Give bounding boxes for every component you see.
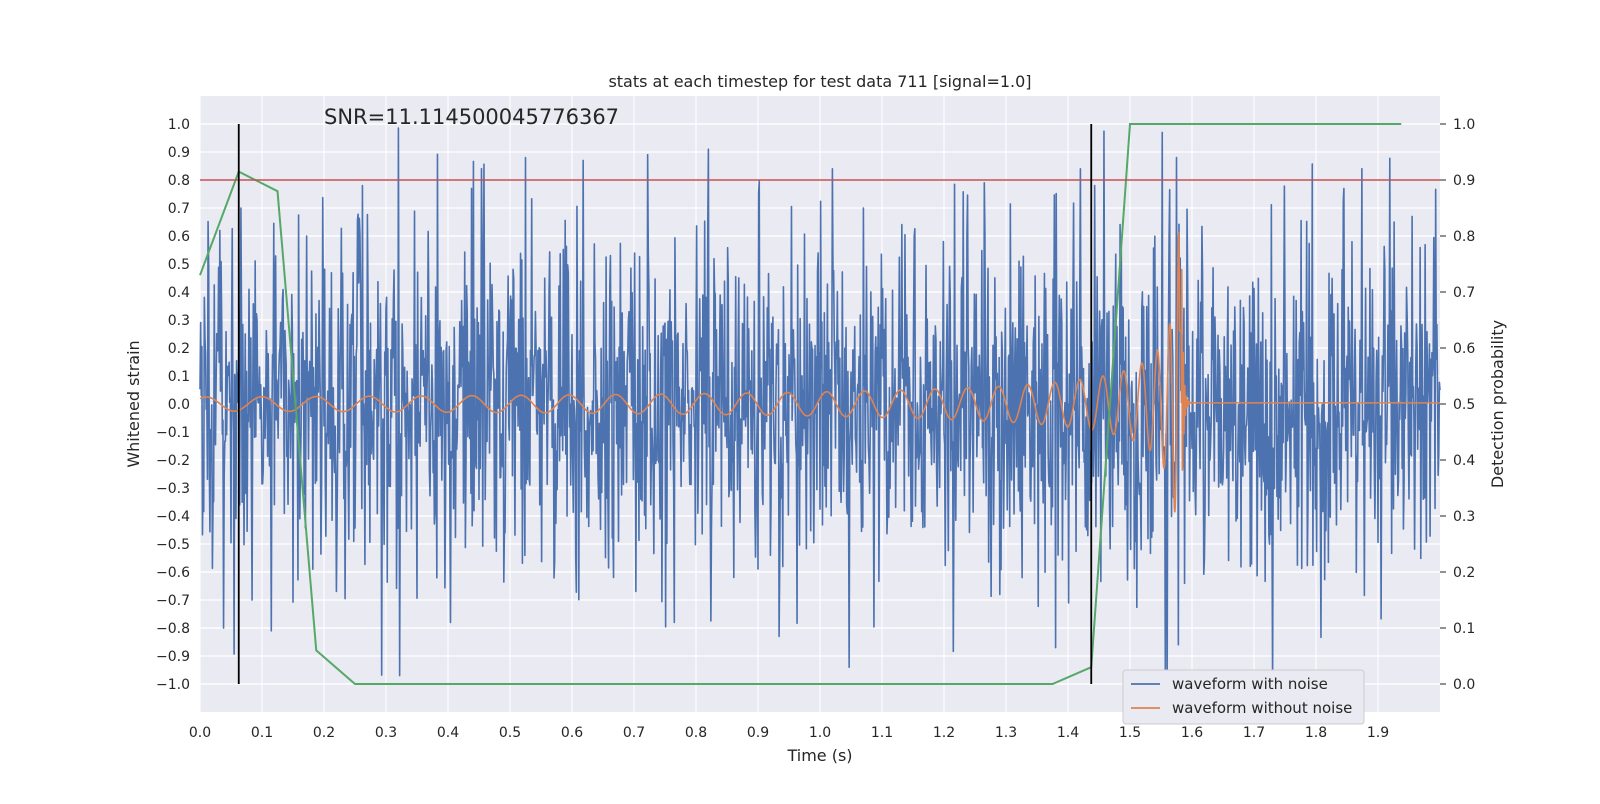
y2-tick-label: 0.0 <box>1453 677 1475 693</box>
chart-title: stats at each timestep for test data 711… <box>608 72 1031 91</box>
y2-tick-label: 0.7 <box>1453 285 1475 301</box>
y-tick-label: 0.2 <box>168 341 190 357</box>
legend-box <box>1122 669 1365 725</box>
y-axis-ticks: −1.0 −0.9 −0.8 −0.7 −0.6 −0.5 −0.4 −0.3 −0.2 −0.1… <box>156 117 190 693</box>
y2-tick-label: 0.9 <box>1453 173 1475 189</box>
x-tick-label: 1.3 <box>995 725 1017 741</box>
vertical-markers <box>237 124 1093 684</box>
y2-axis-title: Detection probability <box>1488 320 1507 488</box>
x-axis-ticks: 0.0 0.1 0.2 0.3 0.4 0.5 0.6 0.7 0.8 0.9 1.0 1.1 1.2 1… <box>189 725 1389 741</box>
y2-tick-label: 1.0 <box>1453 117 1475 133</box>
y-tick-label: −1.0 <box>156 677 190 693</box>
x-tick-label: 0.1 <box>251 725 273 741</box>
y-tick-label: −0.8 <box>156 621 190 637</box>
x-tick-label: 1.7 <box>1243 725 1265 741</box>
y-tick-label: 0.4 <box>168 285 190 301</box>
y2-tick-label: 0.3 <box>1453 509 1475 525</box>
legend: waveform with noise waveform without noi… <box>1122 669 1365 725</box>
y-tick-label: 0.0 <box>168 397 190 413</box>
y-tick-label: −0.6 <box>156 565 190 581</box>
y2-tick-label: 0.6 <box>1453 341 1475 357</box>
y-tick-label: −0.9 <box>156 649 190 665</box>
y2-tick-label: 0.1 <box>1453 621 1475 637</box>
x-tick-label: 1.0 <box>809 725 831 741</box>
series-waveform-with-noise <box>199 127 1441 685</box>
y2-axis-ticks: 0.0 0.1 0.2 0.3 0.4 0.5 0.6 0.7 0.8 0.9 1.0 <box>1440 117 1475 693</box>
x-tick-label: 0.4 <box>437 725 459 741</box>
y-tick-label: 0.3 <box>168 313 190 329</box>
x-axis-title: Time (s) <box>786 746 852 765</box>
x-tick-label: 0.3 <box>375 725 397 741</box>
y-tick-label: 0.9 <box>168 145 190 161</box>
y-tick-label: −0.7 <box>156 593 190 609</box>
x-tick-label: 0.2 <box>313 725 335 741</box>
x-tick-label: 1.6 <box>1181 725 1203 741</box>
y-tick-label: 0.8 <box>168 173 190 189</box>
y-tick-label: −0.4 <box>156 509 190 525</box>
x-tick-label: 0.7 <box>623 725 645 741</box>
legend-label-waveform-with-noise: waveform with noise <box>1172 675 1328 693</box>
line-waveform-with-noise <box>199 127 1441 685</box>
x-tick-label: 1.9 <box>1367 725 1389 741</box>
y2-tick-label: 0.5 <box>1453 397 1475 413</box>
x-tick-label: 0.6 <box>561 725 583 741</box>
x-tick-label: 0.5 <box>499 725 521 741</box>
x-tick-label: 1.1 <box>871 725 893 741</box>
y2-tick-label: 0.2 <box>1453 565 1475 581</box>
y-tick-label: −0.2 <box>156 453 190 469</box>
series-detection-probability <box>199 123 1402 685</box>
y-tick-label: 0.5 <box>168 257 190 273</box>
x-tick-label: 0.9 <box>747 725 769 741</box>
y-tick-label: 0.6 <box>168 229 190 245</box>
line-detection-probability <box>199 123 1402 685</box>
legend-label-waveform-without-noise: waveform without noise <box>1172 699 1352 717</box>
x-tick-label: 1.5 <box>1119 725 1141 741</box>
line-waveform-without-noise <box>199 231 1441 513</box>
series-waveform-without-noise <box>199 231 1441 513</box>
y-tick-label: −0.3 <box>156 481 190 497</box>
snr-annotation: SNR=11.114500045776367 <box>324 105 619 129</box>
y2-tick-label: 0.4 <box>1453 453 1475 469</box>
y-tick-label: 1.0 <box>168 117 190 133</box>
x-tick-label: 1.2 <box>933 725 955 741</box>
y-tick-label: −0.5 <box>156 537 190 553</box>
x-tick-label: 1.8 <box>1305 725 1327 741</box>
y-tick-label: 0.7 <box>168 201 190 217</box>
y2-tick-label: 0.8 <box>1453 229 1475 245</box>
y-tick-label: −0.1 <box>156 425 190 441</box>
y-axis-title: Whitened strain <box>124 340 143 467</box>
x-tick-label: 0.8 <box>685 725 707 741</box>
y-tick-label: 0.1 <box>168 369 190 385</box>
x-tick-label: 1.4 <box>1057 725 1079 741</box>
x-tick-label: 0.0 <box>189 725 211 741</box>
